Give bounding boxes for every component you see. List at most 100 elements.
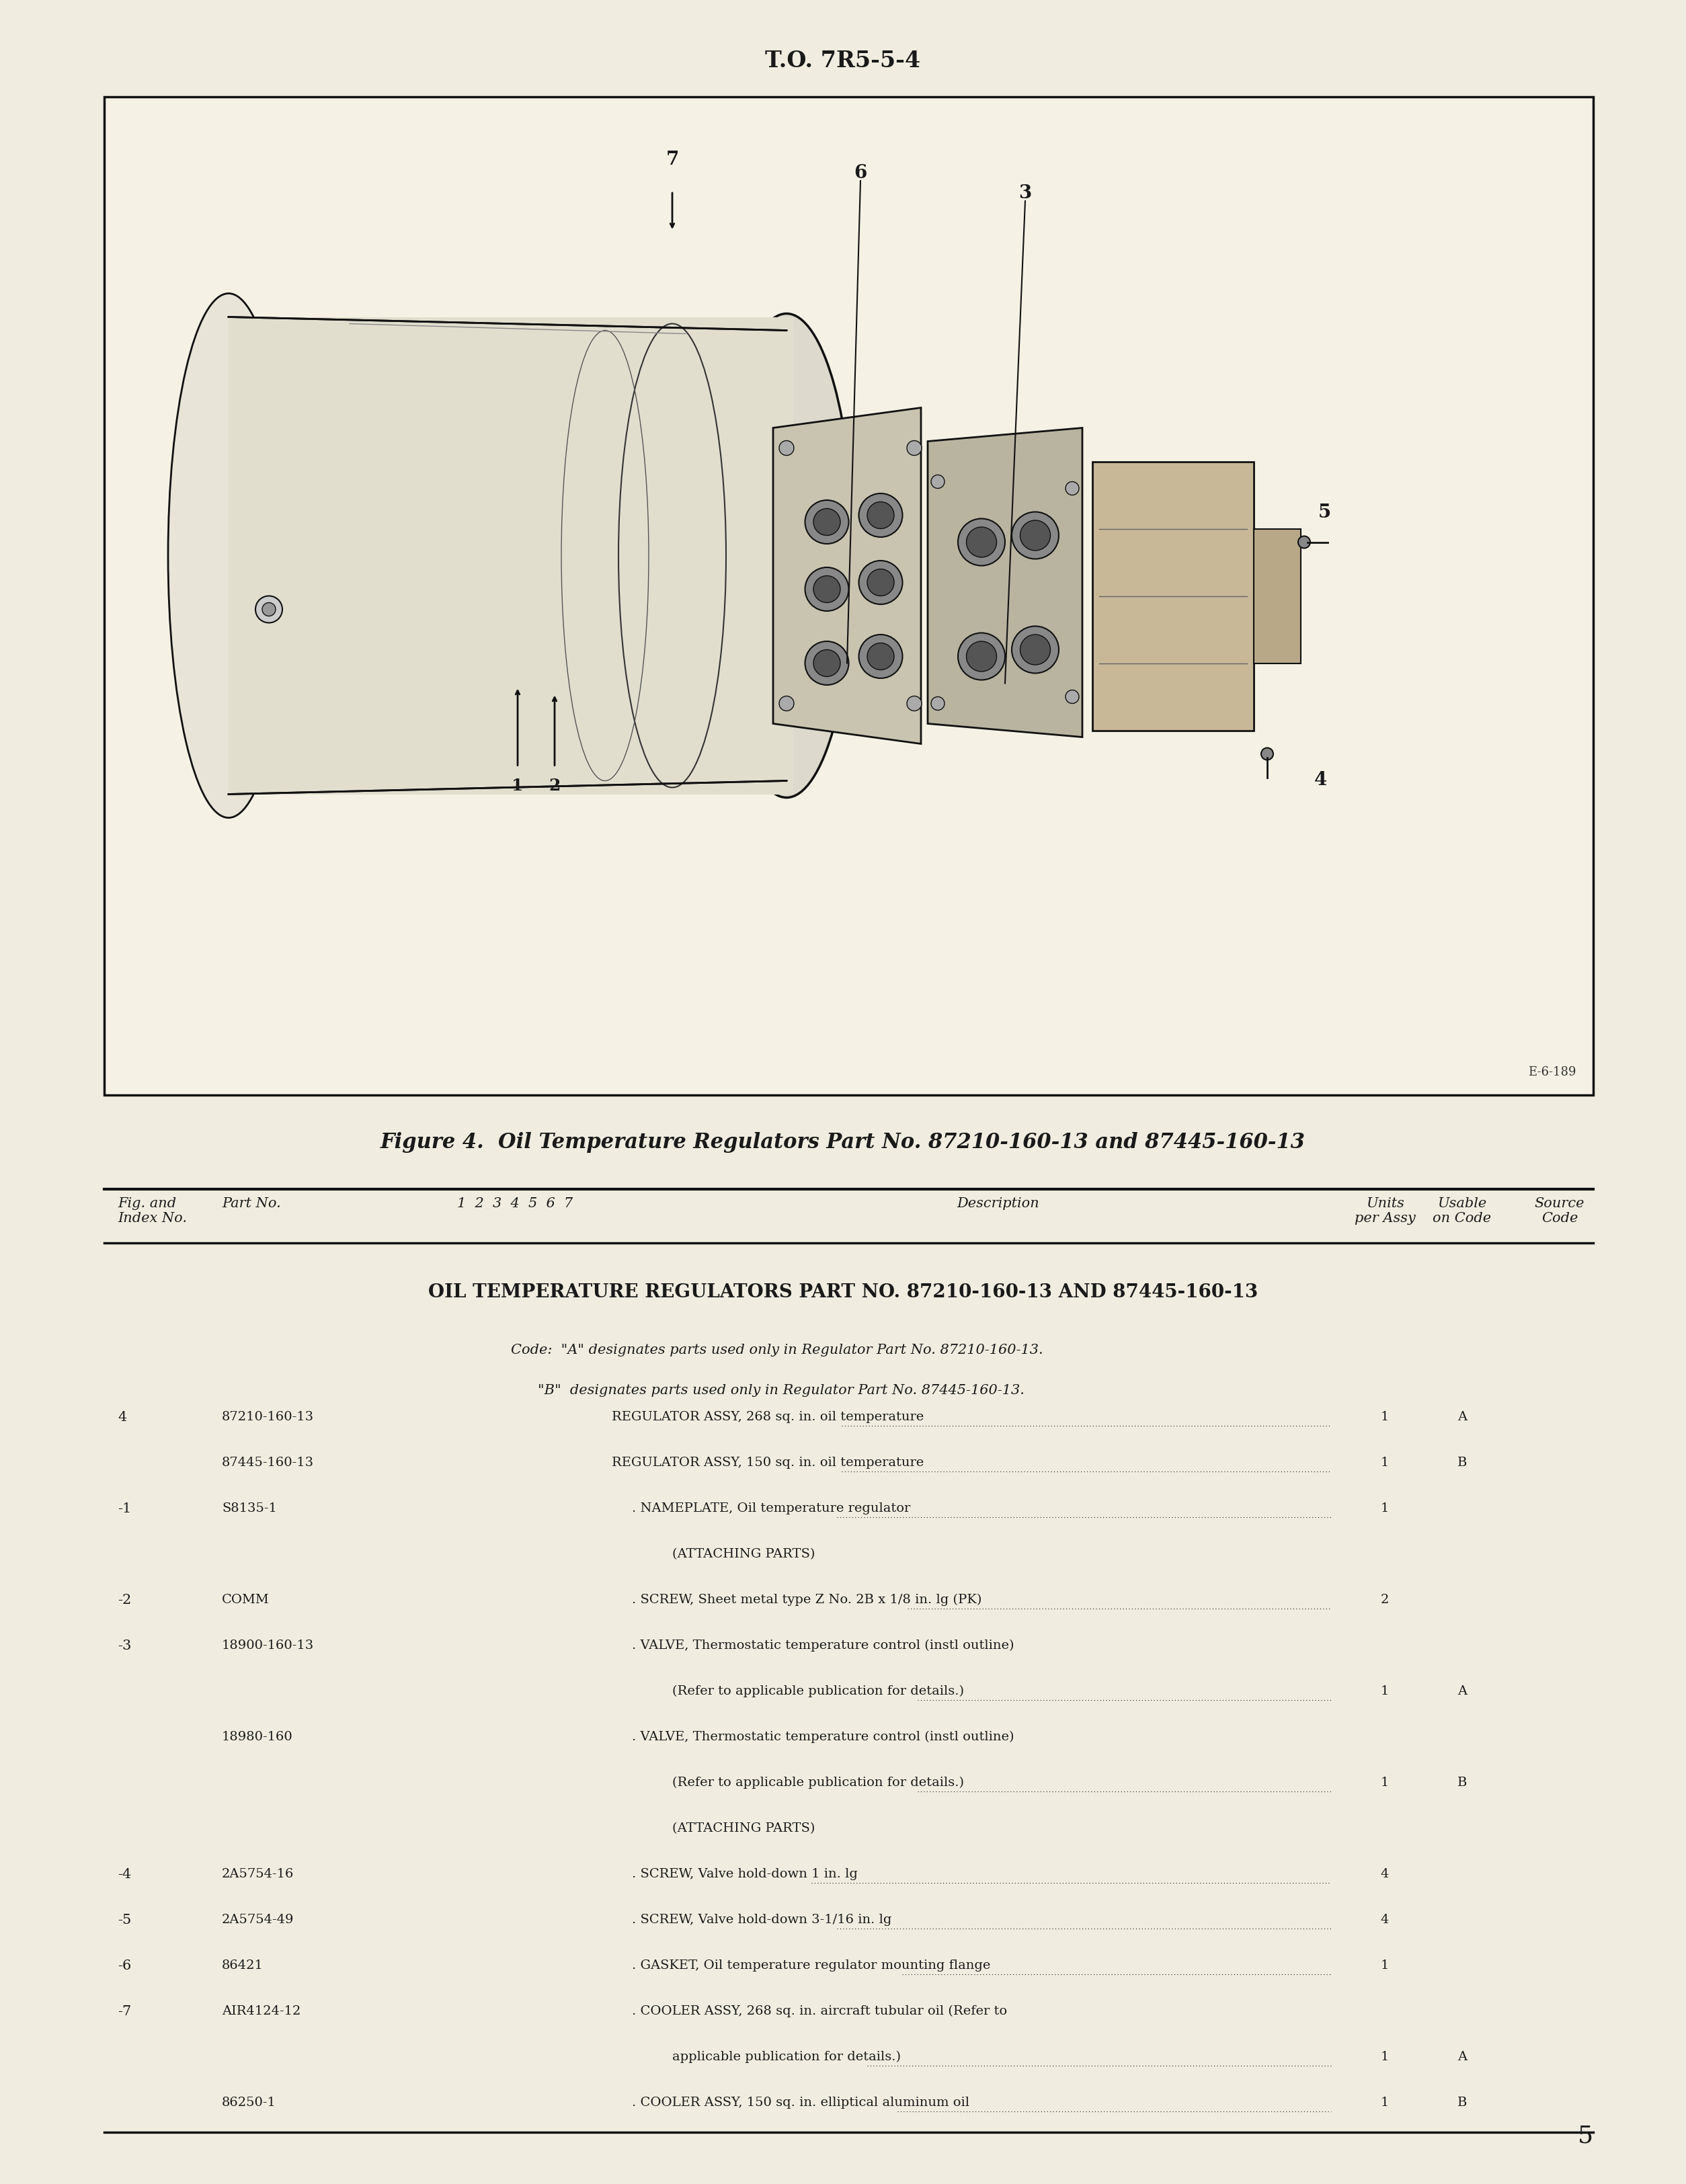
- Text: REGULATOR ASSY, 150 sq. in. oil temperature: REGULATOR ASSY, 150 sq. in. oil temperat…: [612, 1457, 924, 1470]
- Ellipse shape: [867, 570, 894, 596]
- Text: 2A5754-16: 2A5754-16: [223, 1867, 293, 1880]
- Text: 2A5754-49: 2A5754-49: [223, 1913, 293, 1926]
- Text: -4: -4: [118, 1867, 132, 1880]
- Text: -3: -3: [118, 1640, 132, 1653]
- Ellipse shape: [1012, 511, 1059, 559]
- Ellipse shape: [958, 518, 1005, 566]
- Text: 4: 4: [118, 1411, 126, 1424]
- Text: 1: 1: [1381, 1411, 1389, 1424]
- Text: . COOLER ASSY, 268 sq. in. aircraft tubular oil (Refer to: . COOLER ASSY, 268 sq. in. aircraft tubu…: [632, 2005, 1007, 2018]
- Text: . SCREW, Valve hold-down 1 in. lg: . SCREW, Valve hold-down 1 in. lg: [632, 1867, 858, 1880]
- Text: 1: 1: [1381, 2097, 1389, 2110]
- Polygon shape: [927, 428, 1082, 736]
- Ellipse shape: [813, 577, 840, 603]
- Ellipse shape: [958, 633, 1005, 679]
- Text: 1: 1: [1381, 1686, 1389, 1697]
- Text: (ATTACHING PARTS): (ATTACHING PARTS): [673, 1821, 814, 1835]
- Ellipse shape: [804, 568, 848, 612]
- Ellipse shape: [263, 603, 275, 616]
- Ellipse shape: [907, 697, 922, 710]
- Text: Part No.: Part No.: [223, 1197, 282, 1210]
- Text: B: B: [1457, 1457, 1467, 1470]
- Text: Source
Code: Source Code: [1534, 1197, 1585, 1225]
- Text: . SCREW, Valve hold-down 3-1/16 in. lg: . SCREW, Valve hold-down 3-1/16 in. lg: [632, 1913, 892, 1926]
- Text: 5: 5: [1578, 2125, 1593, 2147]
- Text: 4: 4: [1381, 1913, 1389, 1926]
- Ellipse shape: [966, 526, 996, 557]
- Bar: [105, 96, 1593, 1094]
- Text: A: A: [1457, 1411, 1467, 1424]
- Text: 2: 2: [1381, 1594, 1389, 1605]
- Text: S8135-1: S8135-1: [223, 1503, 277, 1514]
- Text: 1: 1: [1381, 1959, 1389, 1972]
- Ellipse shape: [169, 293, 288, 817]
- Text: 18980-160: 18980-160: [223, 1732, 293, 1743]
- Ellipse shape: [966, 642, 996, 670]
- Ellipse shape: [1012, 627, 1059, 673]
- Ellipse shape: [256, 596, 282, 622]
- Text: Fig. and
Index No.: Fig. and Index No.: [118, 1197, 187, 1225]
- Ellipse shape: [858, 636, 902, 679]
- Ellipse shape: [1066, 690, 1079, 703]
- Text: 86421: 86421: [223, 1959, 263, 1972]
- Ellipse shape: [779, 697, 794, 710]
- Text: 7: 7: [666, 151, 679, 168]
- Text: Code:  "A" designates parts used only in Regulator Part No. 87210-160-13.: Code: "A" designates parts used only in …: [511, 1343, 1044, 1356]
- Ellipse shape: [931, 474, 944, 489]
- Text: A: A: [1457, 1686, 1467, 1697]
- Text: Figure 4.  Oil Temperature Regulators Part No. 87210-160-13 and 87445-160-13: Figure 4. Oil Temperature Regulators Par…: [381, 1131, 1305, 1153]
- Text: 86250-1: 86250-1: [223, 2097, 277, 2110]
- Text: 1: 1: [1381, 2051, 1389, 2064]
- Ellipse shape: [867, 502, 894, 529]
- Ellipse shape: [907, 441, 922, 456]
- Text: 3: 3: [1018, 183, 1032, 203]
- Ellipse shape: [867, 642, 894, 670]
- FancyBboxPatch shape: [229, 317, 792, 795]
- Text: . NAMEPLATE, Oil temperature regulator: . NAMEPLATE, Oil temperature regulator: [632, 1503, 910, 1514]
- Text: Units
per Assy: Units per Assy: [1354, 1197, 1415, 1225]
- Text: E-6-189: E-6-189: [1528, 1066, 1576, 1079]
- Bar: [1093, 461, 1254, 729]
- Text: 5: 5: [1318, 505, 1330, 522]
- Ellipse shape: [813, 509, 840, 535]
- Text: REGULATOR ASSY, 268 sq. in. oil temperature: REGULATOR ASSY, 268 sq. in. oil temperat…: [612, 1411, 924, 1424]
- Text: 1: 1: [1381, 1776, 1389, 1789]
- Text: OIL TEMPERATURE REGULATORS PART NO. 87210-160-13 AND 87445-160-13: OIL TEMPERATURE REGULATORS PART NO. 8721…: [428, 1284, 1258, 1302]
- Text: 1  2  3  4  5  6  7: 1 2 3 4 5 6 7: [457, 1197, 573, 1210]
- Text: . COOLER ASSY, 150 sq. in. elliptical aluminum oil: . COOLER ASSY, 150 sq. in. elliptical al…: [632, 2097, 969, 2110]
- Text: . SCREW, Sheet metal type Z No. 2B x 1/8 in. lg (PK): . SCREW, Sheet metal type Z No. 2B x 1/8…: [632, 1594, 981, 1605]
- Ellipse shape: [1020, 520, 1050, 550]
- Text: -7: -7: [118, 2005, 132, 2018]
- Ellipse shape: [1298, 535, 1310, 548]
- Text: 1: 1: [513, 778, 523, 793]
- Ellipse shape: [804, 500, 848, 544]
- Text: COMM: COMM: [223, 1594, 270, 1605]
- Text: "B"  designates parts used only in Regulator Part No. 87445-160-13.: "B" designates parts used only in Regula…: [538, 1385, 1025, 1398]
- Text: (ATTACHING PARTS): (ATTACHING PARTS): [673, 1548, 814, 1559]
- Text: 2: 2: [548, 778, 560, 793]
- Text: 18900-160-13: 18900-160-13: [223, 1640, 314, 1651]
- Text: 87210-160-13: 87210-160-13: [223, 1411, 314, 1424]
- Ellipse shape: [1261, 747, 1273, 760]
- Bar: [1254, 529, 1302, 664]
- Text: 1: 1: [1381, 1457, 1389, 1470]
- Text: AIR4124-12: AIR4124-12: [223, 2005, 300, 2018]
- Ellipse shape: [779, 441, 794, 456]
- Ellipse shape: [931, 697, 944, 710]
- Polygon shape: [774, 408, 921, 745]
- Text: applicable publication for details.): applicable publication for details.): [673, 2051, 900, 2064]
- Ellipse shape: [804, 642, 848, 686]
- Text: 1: 1: [1381, 1503, 1389, 1514]
- Ellipse shape: [720, 314, 853, 797]
- Text: T.O. 7R5-5-4: T.O. 7R5-5-4: [765, 50, 921, 72]
- Text: 4: 4: [1381, 1867, 1389, 1880]
- Ellipse shape: [813, 649, 840, 677]
- Text: 6: 6: [855, 164, 867, 181]
- Text: A: A: [1457, 2051, 1467, 2064]
- Text: -5: -5: [118, 1913, 132, 1926]
- Ellipse shape: [858, 494, 902, 537]
- Ellipse shape: [1066, 483, 1079, 496]
- Text: B: B: [1457, 1776, 1467, 1789]
- Text: Usable
on Code: Usable on Code: [1433, 1197, 1492, 1225]
- Text: . GASKET, Oil temperature regulator mounting flange: . GASKET, Oil temperature regulator moun…: [632, 1959, 990, 1972]
